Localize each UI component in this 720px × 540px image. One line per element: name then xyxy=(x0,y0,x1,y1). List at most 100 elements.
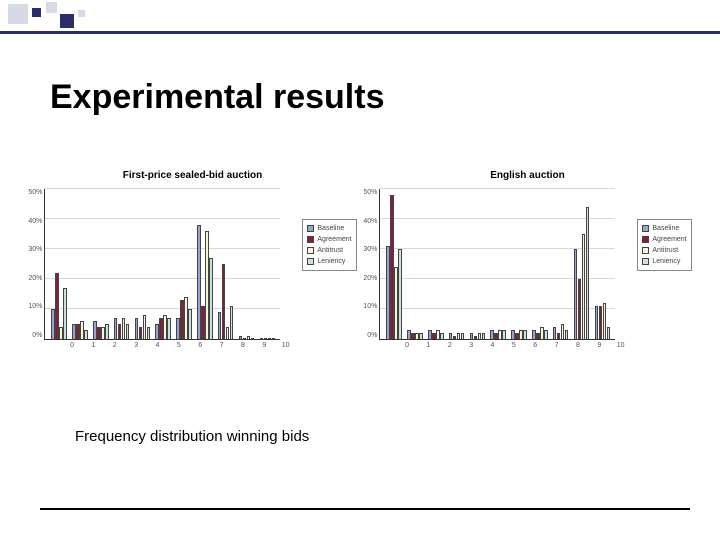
bar xyxy=(407,330,411,339)
x-tick-label: 7 xyxy=(211,342,232,349)
bar xyxy=(76,324,80,339)
bar-group xyxy=(511,330,527,339)
bar-group xyxy=(93,321,109,339)
plot-wrap: 012345678910 xyxy=(44,189,296,349)
bar-group xyxy=(407,330,423,339)
y-tick-label: 50% xyxy=(28,189,42,196)
x-tick-label: 6 xyxy=(190,342,211,349)
legend-swatch-icon xyxy=(642,225,649,232)
y-tick-label: 50% xyxy=(363,189,377,196)
x-tick-label: 0 xyxy=(396,342,417,349)
bar-group xyxy=(532,327,548,339)
legend-label: Antitrust xyxy=(317,245,343,256)
legend-label: Baseline xyxy=(317,223,344,234)
bar-group xyxy=(72,321,88,339)
bar xyxy=(155,324,159,339)
plot-area xyxy=(379,189,615,340)
bar xyxy=(574,249,578,339)
x-tick-label: 1 xyxy=(418,342,439,349)
bar-group xyxy=(197,225,213,339)
bar xyxy=(93,321,97,339)
bar-group xyxy=(574,207,590,339)
chart-right: English auction50%40%30%20%10%0%01234567… xyxy=(365,170,690,349)
bar xyxy=(147,327,151,339)
plot-area xyxy=(44,189,280,340)
legend-label: Leniency xyxy=(652,256,680,267)
bar xyxy=(578,279,582,339)
chart-body: 50%40%30%20%10%0%012345678910BaselineAgr… xyxy=(363,189,691,349)
bar xyxy=(63,288,67,339)
bar xyxy=(595,306,599,339)
y-axis: 50%40%30%20%10%0% xyxy=(363,189,377,339)
bar xyxy=(135,318,139,339)
bar xyxy=(55,273,59,339)
top-decor-bar xyxy=(0,0,720,36)
legend-swatch-icon xyxy=(642,247,649,254)
x-tick-label: 4 xyxy=(147,342,168,349)
bar xyxy=(176,318,180,339)
bar xyxy=(222,264,226,339)
bar xyxy=(118,324,122,339)
bar-group xyxy=(218,264,234,339)
gridline xyxy=(45,278,280,279)
bar xyxy=(209,258,213,339)
bar xyxy=(167,318,171,339)
legend-swatch-icon xyxy=(307,236,314,243)
bar xyxy=(59,327,63,339)
bar xyxy=(532,330,536,339)
bar-group xyxy=(449,333,465,339)
chart-title: First-price sealed-bid auction xyxy=(123,170,262,181)
y-tick-label: 0% xyxy=(28,332,42,339)
gridline xyxy=(45,308,280,309)
bar xyxy=(582,234,586,339)
bar xyxy=(139,327,143,339)
bar xyxy=(519,330,523,339)
x-tick-label: 8 xyxy=(232,342,253,349)
bar-group xyxy=(114,318,130,339)
bar xyxy=(126,324,130,339)
gridline xyxy=(45,188,280,189)
legend-label: Agreement xyxy=(317,234,351,245)
bar xyxy=(565,330,569,339)
legend-item: Baseline xyxy=(307,223,351,234)
bar xyxy=(502,330,506,339)
x-tick-label: 9 xyxy=(254,342,275,349)
x-tick-label: 10 xyxy=(275,342,296,349)
bar xyxy=(197,225,201,339)
bar xyxy=(201,306,205,339)
bar xyxy=(184,297,188,339)
bar xyxy=(457,333,461,339)
charts-row: First-price sealed-bid auction50%40%30%2… xyxy=(30,170,690,349)
legend-item: Antitrust xyxy=(642,245,686,256)
bar xyxy=(440,333,444,339)
bar xyxy=(180,300,184,339)
chart-title: English auction xyxy=(490,170,564,181)
x-tick-label: 7 xyxy=(546,342,567,349)
bar xyxy=(540,327,544,339)
bar xyxy=(188,309,192,339)
bar xyxy=(411,333,415,339)
bar xyxy=(515,333,519,339)
bar xyxy=(449,333,453,339)
bar-group xyxy=(260,338,276,339)
x-tick-label: 5 xyxy=(168,342,189,349)
bar-group xyxy=(135,315,151,339)
bar xyxy=(159,318,163,339)
bar-group xyxy=(595,303,611,339)
y-tick-label: 0% xyxy=(363,332,377,339)
legend-swatch-icon xyxy=(642,258,649,265)
legend-item: Leniency xyxy=(307,256,351,267)
legend-item: Antitrust xyxy=(307,245,351,256)
legend-item: Leniency xyxy=(642,256,686,267)
gridline xyxy=(45,248,280,249)
bar xyxy=(51,309,55,339)
bar xyxy=(599,306,603,339)
bar-group xyxy=(490,330,506,339)
x-tick-label: 3 xyxy=(125,342,146,349)
y-tick-label: 30% xyxy=(363,246,377,253)
x-tick-label: 8 xyxy=(567,342,588,349)
legend-swatch-icon xyxy=(307,225,314,232)
x-tick-label: 9 xyxy=(589,342,610,349)
bar xyxy=(143,315,147,339)
bar xyxy=(553,327,557,339)
